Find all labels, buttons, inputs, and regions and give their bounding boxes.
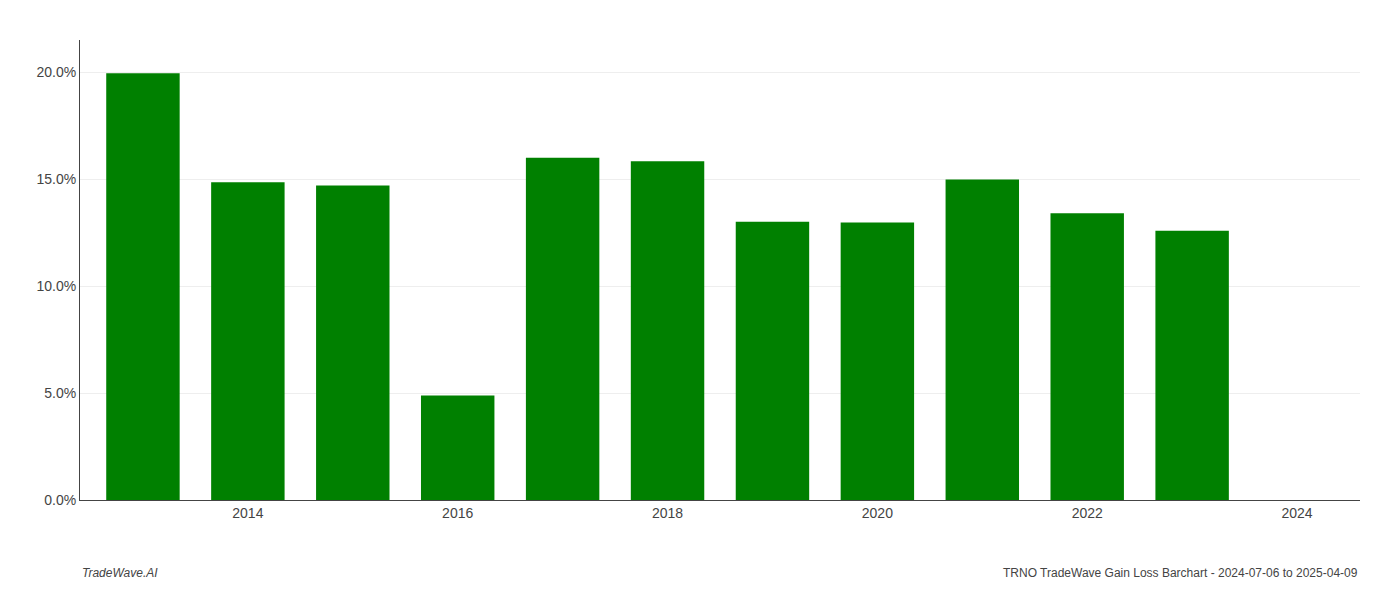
svg-text:TradeWave.AI: TradeWave.AI	[82, 566, 158, 580]
svg-text:20.0%: 20.0%	[36, 64, 76, 80]
svg-text:2020: 2020	[862, 505, 893, 521]
svg-text:5.0%: 5.0%	[44, 385, 76, 401]
svg-text:TRNO TradeWave Gain Loss Barch: TRNO TradeWave Gain Loss Barchart - 2024…	[1003, 566, 1358, 580]
svg-text:10.0%: 10.0%	[36, 278, 76, 294]
svg-text:2018: 2018	[652, 505, 683, 521]
svg-text:2024: 2024	[1281, 505, 1312, 521]
svg-text:2022: 2022	[1072, 505, 1103, 521]
svg-text:15.0%: 15.0%	[36, 171, 76, 187]
svg-text:2016: 2016	[442, 505, 473, 521]
svg-text:2014: 2014	[232, 505, 263, 521]
svg-text:0.0%: 0.0%	[44, 492, 76, 508]
